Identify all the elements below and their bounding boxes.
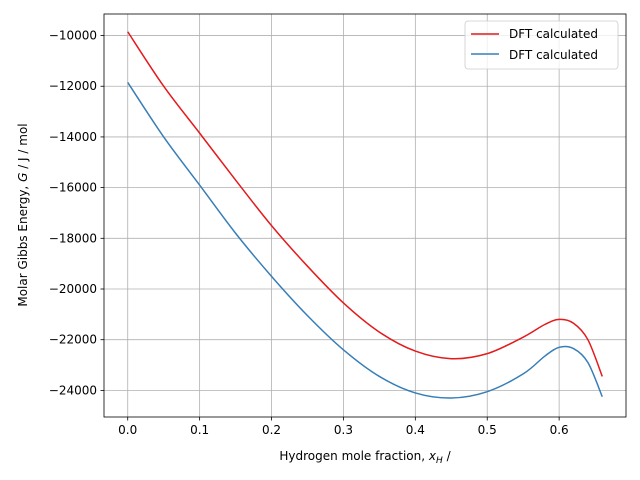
y-axis-ticks: −24000 −22000 −20000 −18000 −16000 −14000 −120… (49, 29, 104, 397)
legend-box (464, 20, 619, 70)
series-line-1 (127, 31, 603, 377)
y-axis-label-variable: G (16, 173, 30, 182)
y-axis-label-prefix: Molar Gibbs Energy, (16, 182, 30, 307)
y-axis-label-suffix: / J / mol (16, 123, 30, 172)
y-tick-label: −18000 (49, 231, 97, 245)
grid-lines (104, 14, 626, 417)
x-tick-label: 0.2 (262, 423, 281, 437)
x-axis-label-variable: x (428, 449, 437, 463)
x-axis-label: Hydrogen mole fraction, xH / (279, 449, 451, 466)
x-axis-label-prefix: Hydrogen mole fraction, (279, 449, 428, 463)
x-tick-label: 0.3 (334, 423, 353, 437)
y-tick-label: −24000 (49, 383, 97, 397)
series-line-2 (127, 82, 603, 399)
x-axis-ticks: 0.0 0.1 0.2 0.3 0.4 0.5 0.6 (118, 417, 569, 437)
legend: DFT calculated DFT calculated (464, 20, 619, 70)
x-tick-label: 0.4 (406, 423, 425, 437)
legend-label-series-1: DFT calculated (509, 27, 598, 41)
y-tick-label: −14000 (49, 130, 97, 144)
y-tick-label: −20000 (49, 282, 97, 296)
y-tick-label: −16000 (49, 181, 97, 195)
y-axis-label: Molar Gibbs Energy, G / J / mol (16, 123, 30, 306)
x-axis-label-subscript: H (436, 456, 443, 466)
series-lines (127, 31, 603, 399)
x-tick-label: 0.0 (118, 423, 137, 437)
plot-frame (103, 13, 627, 418)
x-axis-label-suffix: / (443, 449, 452, 463)
y-tick-label: −10000 (49, 29, 97, 43)
legend-label-series-2: DFT calculated (509, 48, 598, 62)
x-tick-label: 0.6 (550, 423, 569, 437)
x-tick-label: 0.1 (190, 423, 209, 437)
y-tick-label: −22000 (49, 333, 97, 347)
y-tick-label: −12000 (49, 79, 97, 93)
x-tick-label: 0.5 (478, 423, 497, 437)
